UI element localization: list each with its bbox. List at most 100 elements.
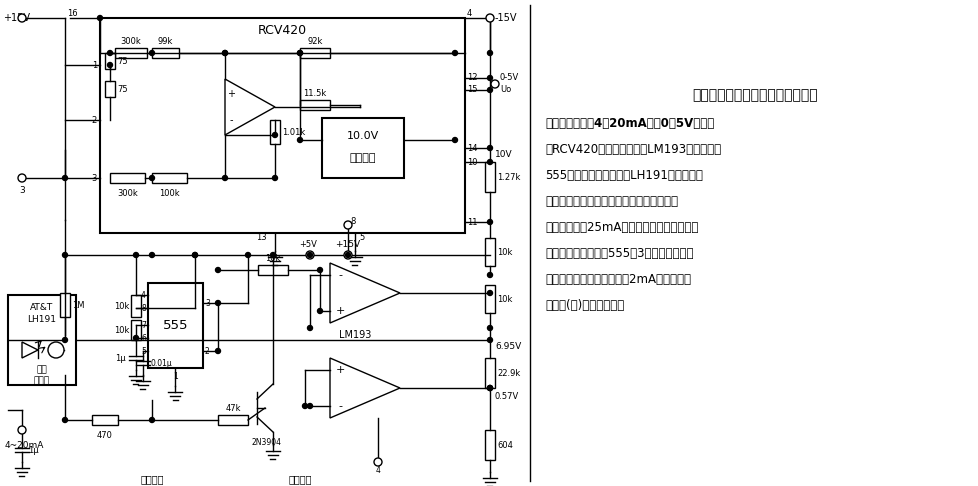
Text: 具有输入超限保护的电流－电压变: 具有输入超限保护的电流－电压变	[691, 88, 817, 102]
Circle shape	[18, 426, 26, 434]
Circle shape	[345, 253, 350, 258]
Circle shape	[307, 253, 312, 258]
Text: 3: 3	[20, 186, 24, 194]
Circle shape	[108, 51, 112, 55]
Text: 100k: 100k	[159, 189, 180, 198]
Text: 7: 7	[141, 320, 146, 330]
Text: +15V: +15V	[335, 240, 360, 248]
Circle shape	[487, 385, 492, 390]
Bar	[152, 48, 179, 58]
Text: 比较器(下)输出高电平。: 比较器(下)输出高电平。	[545, 298, 624, 312]
Circle shape	[150, 417, 155, 422]
Text: -: -	[229, 115, 233, 125]
Circle shape	[63, 337, 67, 343]
Text: 5: 5	[141, 347, 146, 355]
Text: 470: 470	[97, 431, 112, 440]
Text: AT&T: AT&T	[30, 302, 54, 312]
Text: 10k: 10k	[497, 295, 511, 303]
Text: +: +	[335, 365, 344, 375]
Text: +5V: +5V	[298, 240, 317, 248]
Text: 换电路　　利用4～20mA变到0～5V的变换: 换电路 利用4～20mA变到0～5V的变换	[545, 117, 714, 129]
Circle shape	[222, 51, 227, 55]
Circle shape	[343, 251, 352, 259]
Circle shape	[487, 51, 492, 55]
Bar	[8, 295, 76, 385]
Circle shape	[317, 267, 322, 273]
Text: 4: 4	[376, 466, 380, 474]
Bar	[110, 173, 145, 183]
Circle shape	[343, 221, 352, 229]
Circle shape	[487, 145, 492, 151]
Circle shape	[307, 403, 312, 409]
Circle shape	[487, 385, 492, 390]
Bar	[258, 265, 288, 275]
Circle shape	[487, 337, 492, 343]
Circle shape	[63, 175, 67, 180]
Text: 输出翻转为低电平，555的3脚输出高电平，: 输出翻转为低电平，555的3脚输出高电平，	[545, 246, 692, 260]
Text: 有输入超限保护的电流－电压变换电路。当: 有输入超限保护的电流－电压变换电路。当	[545, 194, 678, 208]
Text: 4: 4	[141, 291, 146, 299]
Text: -15V: -15V	[495, 13, 517, 23]
Text: 6: 6	[141, 333, 146, 343]
Text: 0.57V: 0.57V	[495, 392, 518, 400]
Text: Uo: Uo	[500, 86, 511, 94]
Text: 12: 12	[467, 73, 477, 83]
Circle shape	[150, 51, 155, 55]
Bar	[322, 118, 404, 178]
Text: RCV420: RCV420	[257, 23, 307, 36]
Bar	[484, 238, 495, 266]
Text: 14: 14	[467, 143, 477, 153]
Text: 1μ: 1μ	[28, 446, 38, 454]
Text: 16: 16	[67, 10, 77, 18]
Circle shape	[133, 335, 138, 341]
Text: 10k: 10k	[497, 247, 511, 257]
Text: 4~20mA: 4~20mA	[5, 440, 44, 450]
Text: 11.5k: 11.5k	[303, 89, 327, 98]
Circle shape	[487, 75, 492, 81]
Circle shape	[108, 63, 112, 68]
Text: 1: 1	[173, 371, 178, 381]
Text: 10k: 10k	[113, 326, 129, 334]
Circle shape	[374, 458, 381, 466]
Circle shape	[222, 51, 227, 55]
Text: 1.01k: 1.01k	[282, 127, 305, 137]
Bar	[148, 283, 202, 368]
Circle shape	[452, 138, 457, 142]
Bar	[105, 81, 114, 97]
Circle shape	[150, 253, 155, 258]
Bar	[105, 53, 114, 69]
Circle shape	[297, 51, 302, 55]
Text: 555和光触发固态继电器LH191，可构成具: 555和光触发固态继电器LH191，可构成具	[545, 169, 702, 181]
Bar	[484, 285, 495, 313]
Circle shape	[485, 14, 494, 22]
Text: 3: 3	[92, 174, 97, 183]
Circle shape	[487, 273, 492, 278]
Text: 继电路: 继电路	[34, 377, 50, 385]
Circle shape	[306, 251, 314, 259]
Circle shape	[63, 253, 67, 258]
Circle shape	[487, 87, 492, 92]
Circle shape	[317, 309, 322, 313]
Bar	[131, 320, 141, 340]
Bar	[270, 120, 280, 144]
Text: 555: 555	[162, 319, 188, 332]
Circle shape	[215, 300, 220, 306]
Text: 22.9k: 22.9k	[497, 368, 519, 378]
Text: 4: 4	[467, 10, 471, 18]
Text: 1.27k: 1.27k	[497, 173, 520, 181]
Circle shape	[18, 14, 26, 22]
Text: 过载检测: 过载检测	[140, 474, 163, 484]
Circle shape	[487, 385, 492, 390]
Text: 11: 11	[467, 218, 477, 226]
Text: 固态: 固态	[36, 365, 47, 375]
Bar	[299, 100, 330, 110]
Circle shape	[270, 253, 275, 258]
Circle shape	[193, 253, 198, 258]
Bar	[299, 48, 330, 58]
Circle shape	[48, 342, 64, 358]
Text: 输入电流大于25mA时，过量程比较器（上）: 输入电流大于25mA时，过量程比较器（上）	[545, 221, 697, 233]
Bar	[131, 295, 141, 317]
Text: 1M: 1M	[72, 300, 84, 310]
Circle shape	[98, 16, 103, 20]
Circle shape	[487, 159, 492, 164]
